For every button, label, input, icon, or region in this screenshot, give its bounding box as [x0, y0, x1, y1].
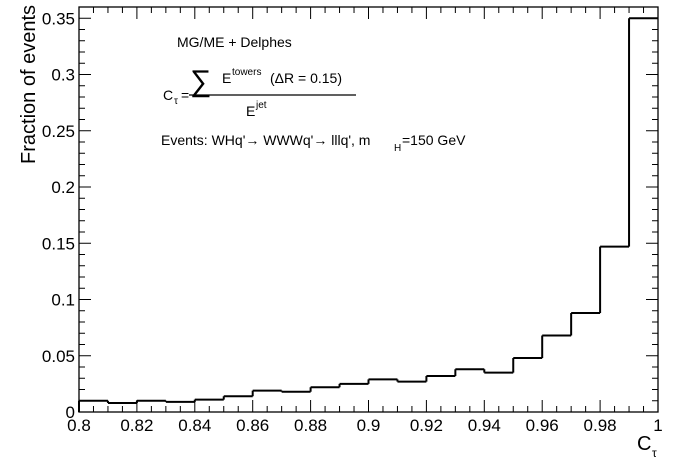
x-axis-title-subscript: τ — [652, 446, 657, 460]
events-process-tail: =150 GeV — [402, 132, 466, 148]
events-process-label: Events: WHq'→ WWWq'→ lllq', m — [161, 132, 370, 148]
numerator-condition: (ΔR = 0.15) — [270, 70, 342, 86]
x-tick-label: 0.98 — [584, 416, 617, 435]
y-tick-label: 0.1 — [51, 291, 75, 310]
y-tick-label: 0.3 — [51, 66, 75, 85]
formula-lhs-subscript: τ — [174, 96, 178, 107]
sum-symbol: ∑ — [190, 65, 211, 98]
x-tick-labels: 0.8 0.82 0.84 0.86 0.88 0.9 0.92 0.94 0.96 0.98 1 — [67, 416, 663, 435]
y-axis-title: Fraction of events — [18, 5, 40, 164]
x-tick-label: 0.96 — [526, 416, 559, 435]
y-tick-label: 0.2 — [51, 178, 75, 197]
denominator-base: E — [246, 103, 255, 119]
y-tick-label: 0.25 — [42, 122, 75, 141]
formula-equals: = — [181, 87, 189, 103]
x-tick-label: 0.86 — [236, 416, 269, 435]
x-tick-label: 0.84 — [178, 416, 211, 435]
axis-ticks — [78, 6, 659, 413]
x-tick-label: 1 — [653, 416, 662, 435]
y-tick-label: 0.05 — [42, 347, 75, 366]
x-tick-label: 0.88 — [294, 416, 327, 435]
x-axis-title: C — [637, 433, 651, 455]
histogram-series — [78, 17, 658, 412]
formula-lhs: C — [163, 87, 173, 103]
y-tick-label: 0.35 — [42, 9, 75, 28]
c-tau-formula: C τ = ∑ E towers (ΔR = 0.15) E jet — [163, 65, 356, 119]
x-tick-label: 0.82 — [120, 416, 153, 435]
x-tick-label: 0.94 — [468, 416, 501, 435]
y-tick-label: 0 — [66, 403, 75, 422]
y-tick-label: 0.15 — [42, 234, 75, 253]
denominator-superscript: jet — [255, 100, 267, 111]
generator-label: MG/ME + Delphes — [177, 34, 292, 50]
x-tick-label: 0.9 — [357, 416, 381, 435]
y-tick-labels: 0 0.05 0.1 0.15 0.2 0.25 0.3 0.35 — [42, 9, 75, 422]
events-process-subscript: H — [394, 143, 401, 154]
x-tick-label: 0.92 — [410, 416, 443, 435]
numerator-base: E — [222, 70, 231, 86]
numerator-superscript: towers — [232, 67, 261, 78]
plot-frame — [78, 6, 659, 413]
x-tick-label: 0.8 — [67, 416, 91, 435]
